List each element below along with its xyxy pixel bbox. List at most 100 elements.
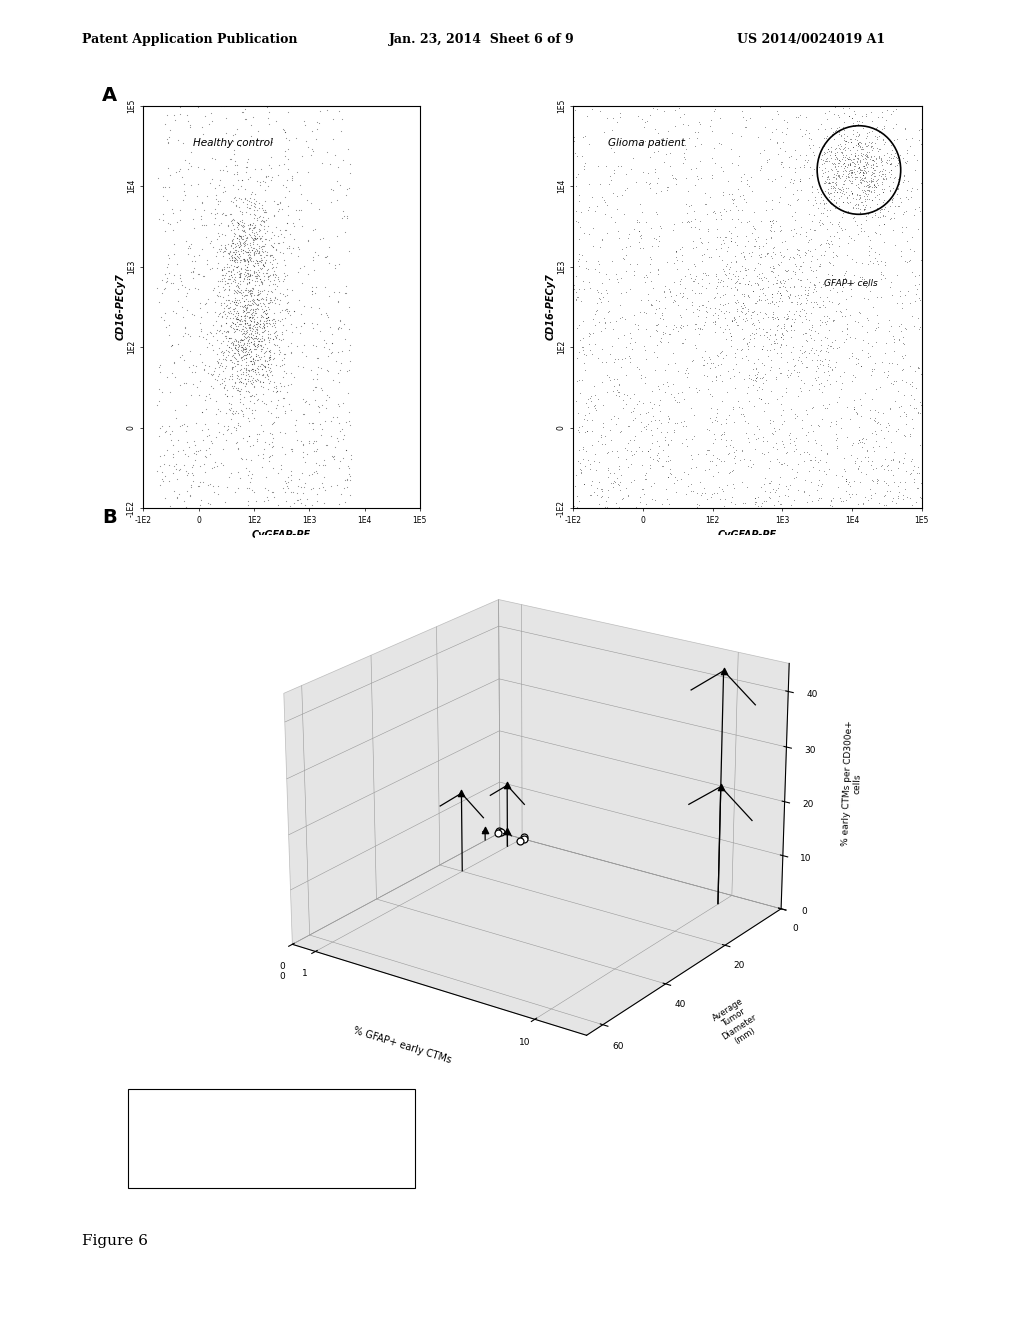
Point <box>873 352 890 374</box>
Point <box>225 140 242 161</box>
Point <box>223 346 240 367</box>
Point <box>897 461 913 482</box>
Point <box>234 339 251 360</box>
Point <box>568 281 585 302</box>
Point <box>792 119 808 140</box>
Point <box>826 177 843 198</box>
Point <box>723 335 739 356</box>
Point <box>610 475 627 496</box>
Point <box>708 370 724 391</box>
Point <box>233 102 250 123</box>
Point <box>852 152 868 173</box>
Point <box>597 203 613 224</box>
Point <box>226 267 243 288</box>
Point <box>308 348 325 370</box>
Point <box>239 279 255 300</box>
Point <box>791 239 807 260</box>
Point <box>854 191 870 213</box>
Point <box>740 376 757 397</box>
Point <box>665 168 681 189</box>
Point <box>722 256 738 277</box>
Point <box>240 244 256 265</box>
Point <box>892 471 908 492</box>
Point <box>246 292 262 313</box>
Point <box>306 441 323 462</box>
Point <box>229 213 246 234</box>
Point <box>227 309 244 330</box>
Point <box>805 135 821 156</box>
Point <box>219 345 236 366</box>
Point <box>716 450 732 471</box>
Point <box>260 446 276 467</box>
Point <box>252 281 268 302</box>
Point <box>321 346 337 367</box>
Point <box>594 338 610 359</box>
Point <box>786 264 803 285</box>
Point <box>211 337 227 358</box>
Point <box>760 392 776 413</box>
Point <box>740 259 757 280</box>
Point <box>189 173 206 194</box>
Point <box>798 308 814 329</box>
Point <box>805 281 821 302</box>
Point <box>230 267 247 288</box>
Point <box>334 108 350 129</box>
Point <box>823 189 840 210</box>
Point <box>749 323 765 345</box>
Point <box>187 277 204 298</box>
Point <box>730 154 746 176</box>
Point <box>198 462 214 483</box>
Point <box>240 330 256 351</box>
Text: Patent Application Publication: Patent Application Publication <box>82 33 297 46</box>
Point <box>261 102 278 123</box>
Point <box>648 417 665 438</box>
Point <box>714 249 730 271</box>
Point <box>255 447 271 469</box>
Point <box>570 491 587 512</box>
Point <box>640 440 656 461</box>
Point <box>804 491 820 512</box>
Point <box>726 441 742 462</box>
Point <box>324 342 340 363</box>
Point <box>325 323 341 345</box>
Point <box>862 281 879 302</box>
Point <box>868 156 885 177</box>
Point <box>888 98 904 119</box>
Point <box>851 455 867 477</box>
Point <box>853 169 869 190</box>
Point <box>779 280 796 301</box>
Point <box>246 338 262 359</box>
Point <box>666 420 682 441</box>
Point <box>894 293 910 314</box>
Point <box>241 246 257 267</box>
Point <box>740 335 757 356</box>
Point <box>851 186 867 207</box>
Point <box>234 220 251 242</box>
Point <box>848 354 864 375</box>
Point <box>792 246 808 267</box>
Point <box>778 117 795 139</box>
Point <box>718 345 734 366</box>
Point <box>883 135 899 156</box>
Point <box>737 257 754 279</box>
Point <box>611 294 628 315</box>
Point <box>878 168 894 189</box>
Point <box>846 158 862 180</box>
Point <box>734 100 751 121</box>
Point <box>770 265 786 286</box>
Point <box>680 362 696 383</box>
Point <box>885 450 901 471</box>
Point <box>264 424 281 445</box>
Point <box>730 199 746 220</box>
Point <box>566 143 583 164</box>
Point <box>236 249 252 271</box>
Point <box>733 199 750 220</box>
Point <box>842 154 858 176</box>
Point <box>313 393 330 414</box>
Point <box>634 478 650 499</box>
Point <box>283 374 299 395</box>
Point <box>634 132 650 153</box>
Point <box>801 342 817 363</box>
Point <box>582 339 598 360</box>
Point <box>911 288 928 309</box>
